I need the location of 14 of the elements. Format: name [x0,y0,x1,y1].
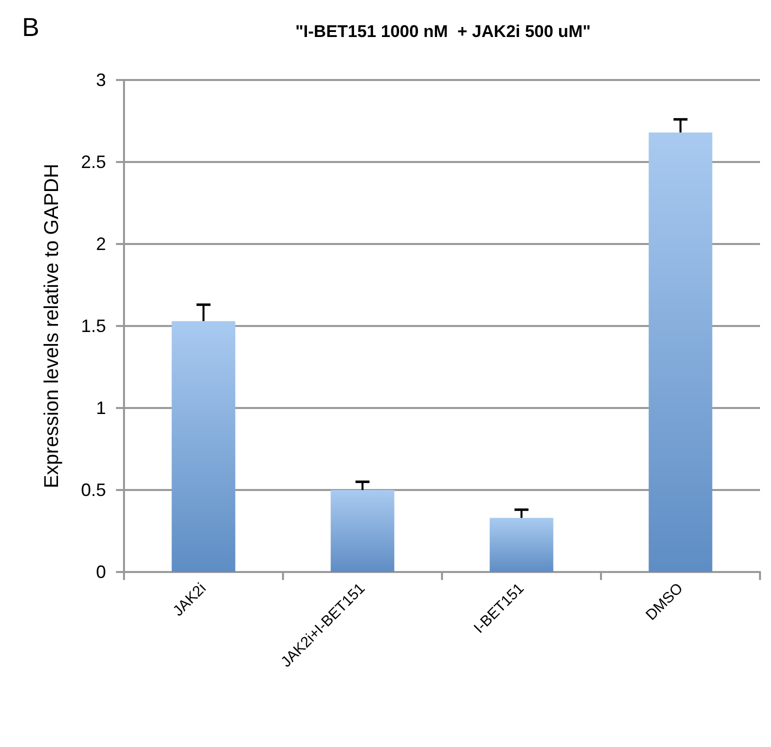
bar [490,518,554,572]
y-tick-label: 0 [96,562,106,582]
y-tick-label: 3 [96,70,106,90]
bar [648,132,712,572]
y-tick-label: 0.5 [80,480,106,500]
y-tick-label: 2 [96,234,106,254]
text: B [22,12,40,42]
y-axis-title: Expression levels relative to GAPDH [41,164,63,488]
y-tick-label: 1.5 [80,316,106,336]
y-tick-label: 2.5 [80,152,106,172]
bar [330,490,394,572]
bar [172,321,236,572]
chart-title: "I-BET151 1000 nM + JAK2i 500 uM" [295,22,591,41]
y-tick-label: 1 [96,398,106,418]
